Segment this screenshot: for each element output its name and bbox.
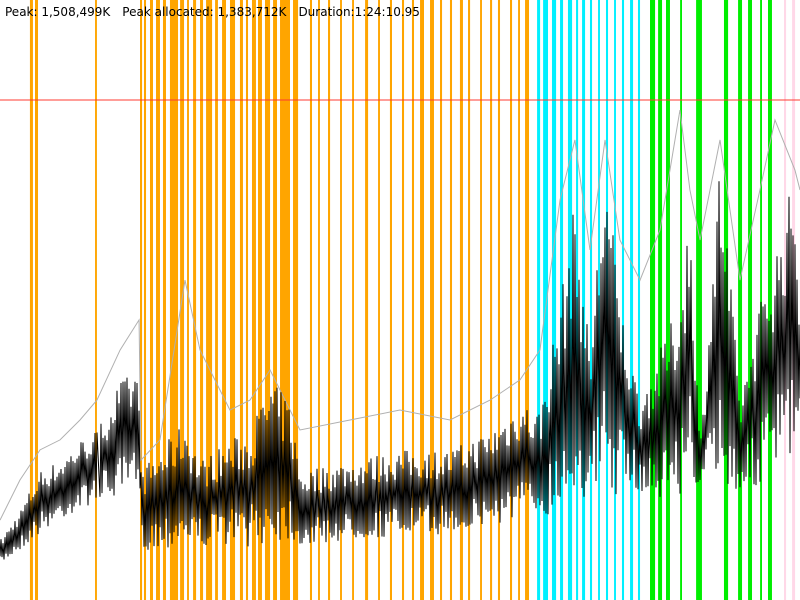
green-event-band: [666, 0, 670, 600]
orange-event-band: [468, 0, 471, 600]
peak-allocated-label: Peak allocated: 1,383,712K: [122, 5, 287, 19]
cyan-event-band: [589, 0, 593, 600]
orange-event-band: [156, 0, 160, 600]
orange-event-band: [251, 0, 256, 600]
orange-event-band: [497, 0, 501, 600]
orange-event-band: [29, 0, 33, 600]
duration-label: Duration:1:24:10.95: [298, 5, 420, 19]
orange-event-band: [140, 0, 143, 600]
orange-event-band: [273, 0, 278, 600]
orange-event-band: [340, 0, 342, 600]
green-event-band: [738, 0, 743, 600]
orange-event-band: [459, 0, 463, 600]
orange-event-band: [245, 0, 249, 600]
orange-event-band: [509, 0, 513, 600]
orange-event-band: [149, 0, 153, 600]
orange-event-band: [411, 0, 415, 600]
green-event-band: [768, 0, 772, 600]
green-event-band: [723, 0, 729, 600]
orange-event-band: [449, 0, 453, 600]
orange-event-band: [169, 0, 179, 600]
orange-event-band: [328, 0, 331, 600]
orange-event-band: [430, 0, 434, 600]
cyan-event-band: [567, 0, 573, 600]
cyan-event-band: [551, 0, 557, 600]
green-event-band: [650, 0, 656, 600]
green-event-band: [760, 0, 762, 600]
orange-event-band: [490, 0, 493, 600]
orange-event-band: [280, 0, 291, 600]
green-event-band: [658, 0, 663, 600]
peak-label: Peak: 1,508,499K: [5, 5, 111, 19]
orange-event-band: [239, 0, 243, 600]
orange-event-band: [401, 0, 405, 600]
cyan-event-band: [630, 0, 634, 600]
orange-event-band: [187, 0, 189, 600]
green-event-band: [680, 0, 683, 600]
allocated-memory-line: [0, 181, 800, 560]
used-memory-line: [0, 109, 800, 521]
cyan-event-band: [637, 0, 641, 600]
orange-event-band: [35, 0, 39, 600]
orange-event-band: [352, 0, 354, 600]
orange-event-band: [480, 0, 482, 600]
orange-event-band: [439, 0, 443, 600]
orange-event-band: [143, 0, 147, 600]
cyan-event-band: [621, 0, 625, 600]
orange-event-band: [420, 0, 424, 600]
orange-event-band: [215, 0, 218, 600]
cyan-event-band: [560, 0, 564, 600]
cyan-event-band: [543, 0, 549, 600]
green-event-band: [696, 0, 702, 600]
orange-event-band: [222, 0, 227, 600]
orange-event-band: [229, 0, 236, 600]
chart-header: Peak: 1,508,499K Peak allocated: 1,383,71…: [5, 5, 432, 19]
cyan-event-band: [537, 0, 541, 600]
orange-event-band: [200, 0, 204, 600]
orange-event-band: [264, 0, 271, 600]
orange-event-band: [389, 0, 393, 600]
cyan-event-band: [582, 0, 586, 600]
orange-event-band: [206, 0, 213, 600]
orange-event-band: [518, 0, 520, 600]
orange-event-band: [365, 0, 369, 600]
orange-event-band: [162, 0, 166, 600]
orange-event-band: [525, 0, 530, 600]
orange-event-band: [258, 0, 262, 600]
orange-event-band: [318, 0, 320, 600]
orange-event-band: [378, 0, 380, 600]
orange-event-band: [309, 0, 313, 600]
orange-event-band: [95, 0, 97, 600]
orange-event-band: [193, 0, 197, 600]
green-event-band: [748, 0, 753, 600]
orange-event-band: [293, 0, 299, 600]
